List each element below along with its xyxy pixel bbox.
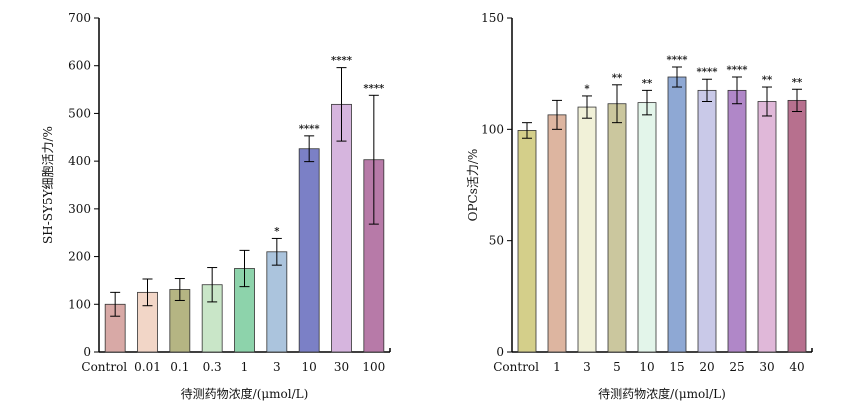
x-tick-label: Control <box>493 360 539 374</box>
y-axis-title: SH-SY5Y细胞活力/% <box>41 126 55 244</box>
x-tick-label: 1 <box>241 360 249 374</box>
y-tick-label: 200 <box>68 250 91 264</box>
y-tick-label: 600 <box>68 59 91 73</box>
y-axis-title: OPCs活力/% <box>466 149 480 222</box>
y-tick-label: 100 <box>481 122 504 136</box>
y-tick-label: 100 <box>68 297 91 311</box>
bar-40 <box>787 99 807 353</box>
x-tick-label: 20 <box>699 360 714 374</box>
x-tick-label: Control <box>81 360 127 374</box>
y-tick-label: 500 <box>68 106 91 120</box>
significance-marker: **** <box>727 65 749 76</box>
significance-marker: * <box>584 84 590 95</box>
x-axis-title: 待测药物浓度/(μmol/L) <box>598 386 726 401</box>
y-tick-label: 150 <box>481 11 504 25</box>
significance-marker: ** <box>642 78 653 89</box>
significance-marker: ** <box>762 75 773 86</box>
y-tick-label: 300 <box>68 202 91 216</box>
x-tick-label: 0.1 <box>170 360 189 374</box>
x-tick-label: 1 <box>553 360 561 374</box>
bar-20 <box>697 89 717 353</box>
x-tick-label: 40 <box>789 360 804 374</box>
bar-3 <box>577 106 597 353</box>
bar-30 <box>757 101 777 353</box>
x-axis-title: 待测药物浓度/(μmol/L) <box>181 386 309 401</box>
bar-15 <box>667 76 687 353</box>
bar-25 <box>727 89 747 353</box>
x-tick-label: 0.01 <box>134 360 161 374</box>
significance-marker: **** <box>697 67 719 78</box>
significance-marker: ** <box>792 77 803 88</box>
y-tick-label: 400 <box>68 154 91 168</box>
x-tick-label: 15 <box>669 360 684 374</box>
significance-marker: * <box>274 226 280 237</box>
x-tick-label: 5 <box>613 360 621 374</box>
significance-marker: **** <box>667 55 689 66</box>
bar-10 <box>298 148 320 353</box>
bar-Control <box>517 130 537 353</box>
x-tick-label: 25 <box>729 360 744 374</box>
bar-5 <box>607 103 627 353</box>
chart-sh-sy5y-viability: 0 100 200 300 400 500 600 700 Control 0.01 0.1 0.3 1… <box>41 11 391 401</box>
x-tick-label: 30 <box>334 360 349 374</box>
y-tick-label: 700 <box>68 11 91 25</box>
bar-3 <box>266 251 288 353</box>
y-tick-label: 0 <box>496 345 504 359</box>
bar-1 <box>547 114 567 353</box>
y-tick-label: 0 <box>83 345 91 359</box>
significance-marker: ** <box>612 73 623 84</box>
y-tick-label: 50 <box>489 234 504 248</box>
significance-marker: **** <box>299 124 321 135</box>
x-tick-label: 30 <box>759 360 774 374</box>
x-tick-label: 10 <box>302 360 317 374</box>
x-tick-label: 3 <box>583 360 591 374</box>
bar-10 <box>637 102 657 353</box>
x-tick-label: 3 <box>273 360 281 374</box>
x-tick-label: 0.3 <box>203 360 222 374</box>
significance-marker: **** <box>363 83 385 94</box>
x-tick-label: 10 <box>639 360 654 374</box>
x-tick-label: 100 <box>362 360 385 374</box>
significance-marker: **** <box>331 56 353 67</box>
